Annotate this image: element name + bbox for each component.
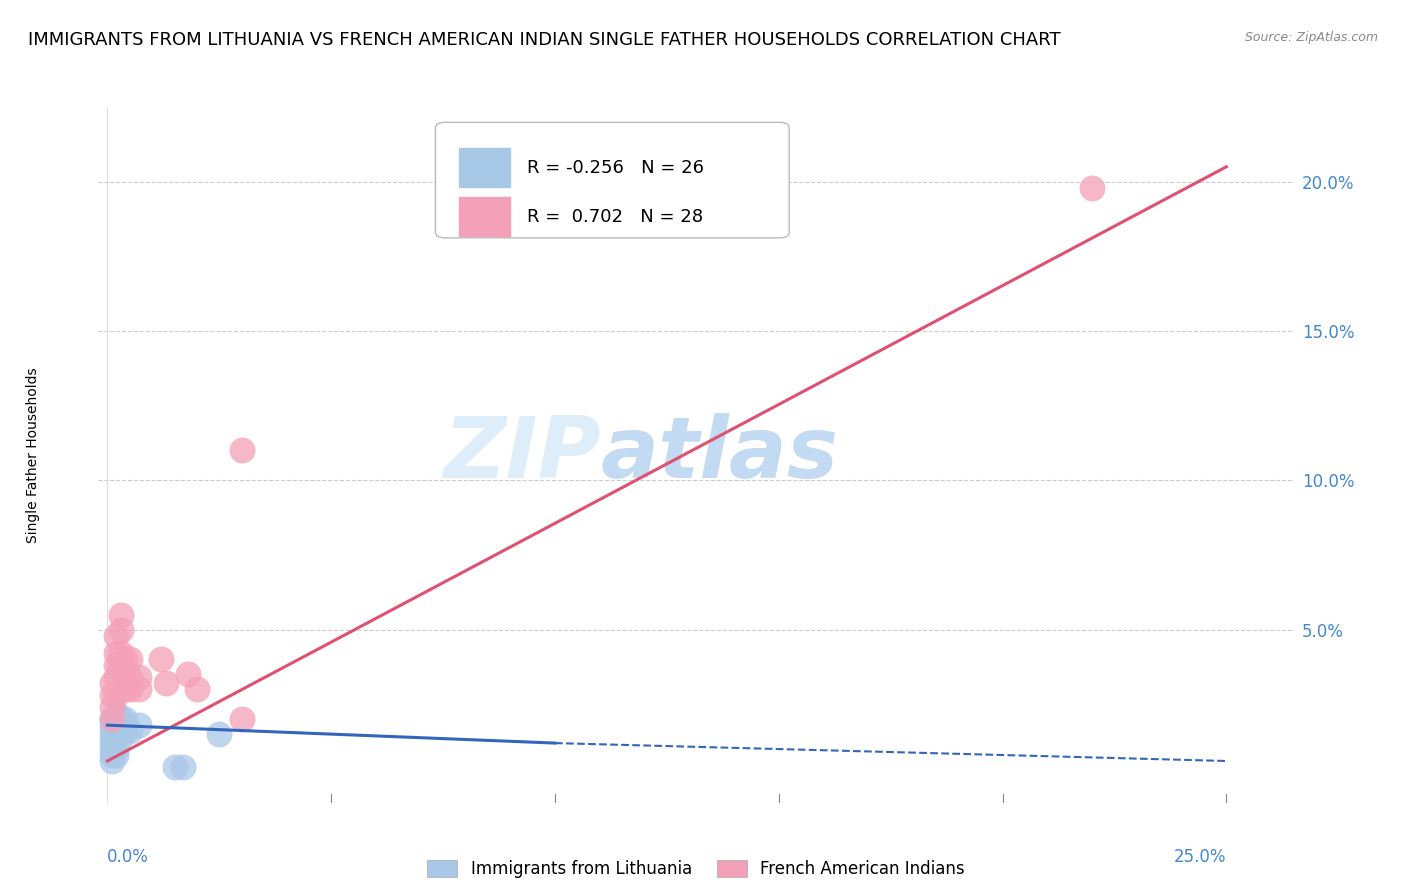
Point bbox=[114, 712, 136, 726]
Point bbox=[105, 658, 128, 673]
Point bbox=[101, 688, 124, 702]
Text: 25.0%: 25.0% bbox=[1174, 847, 1226, 865]
Point bbox=[101, 736, 124, 750]
Text: Source: ZipAtlas.com: Source: ZipAtlas.com bbox=[1244, 31, 1378, 45]
Point bbox=[110, 730, 132, 744]
Point bbox=[101, 718, 124, 732]
Point bbox=[101, 724, 124, 739]
Point bbox=[105, 706, 128, 721]
Point bbox=[105, 747, 128, 762]
FancyBboxPatch shape bbox=[460, 148, 509, 186]
Point bbox=[105, 742, 128, 756]
Text: R =  0.702   N = 28: R = 0.702 N = 28 bbox=[527, 208, 703, 226]
Point bbox=[110, 712, 132, 726]
Point bbox=[118, 724, 141, 739]
Point bbox=[177, 667, 200, 681]
Point bbox=[101, 700, 124, 714]
Point bbox=[101, 742, 124, 756]
Point bbox=[110, 623, 132, 637]
Point bbox=[105, 670, 128, 684]
Point bbox=[150, 652, 173, 666]
Point bbox=[101, 730, 124, 744]
Point bbox=[101, 747, 124, 762]
FancyBboxPatch shape bbox=[436, 122, 789, 238]
Text: Single Father Households: Single Father Households bbox=[25, 368, 39, 542]
Point bbox=[110, 647, 132, 661]
Point bbox=[172, 760, 194, 774]
Point bbox=[110, 607, 132, 622]
Point bbox=[163, 760, 186, 774]
Point bbox=[128, 670, 150, 684]
Point bbox=[110, 718, 132, 732]
Text: IMMIGRANTS FROM LITHUANIA VS FRENCH AMERICAN INDIAN SINGLE FATHER HOUSEHOLDS COR: IMMIGRANTS FROM LITHUANIA VS FRENCH AMER… bbox=[28, 31, 1060, 49]
Point bbox=[105, 629, 128, 643]
Point bbox=[231, 443, 253, 458]
FancyBboxPatch shape bbox=[460, 197, 509, 235]
Point bbox=[110, 658, 132, 673]
Point bbox=[105, 718, 128, 732]
Point bbox=[101, 712, 124, 726]
Point bbox=[101, 754, 124, 768]
Point bbox=[105, 712, 128, 726]
Legend: Immigrants from Lithuania, French American Indians: Immigrants from Lithuania, French Americ… bbox=[420, 854, 972, 885]
Point bbox=[231, 712, 253, 726]
Point bbox=[128, 682, 150, 697]
Point bbox=[105, 688, 128, 702]
Point bbox=[208, 727, 231, 741]
Point bbox=[118, 652, 141, 666]
Text: ZIP: ZIP bbox=[443, 413, 600, 497]
Point bbox=[105, 730, 128, 744]
Point bbox=[114, 652, 136, 666]
Point bbox=[101, 676, 124, 690]
Point bbox=[118, 682, 141, 697]
Text: 0.0%: 0.0% bbox=[107, 847, 149, 865]
Text: R = -0.256   N = 26: R = -0.256 N = 26 bbox=[527, 159, 704, 177]
Text: atlas: atlas bbox=[600, 413, 838, 497]
Point bbox=[105, 647, 128, 661]
Point bbox=[110, 724, 132, 739]
Point bbox=[114, 724, 136, 739]
Point bbox=[114, 682, 136, 697]
Point bbox=[118, 670, 141, 684]
Point bbox=[105, 724, 128, 739]
Point bbox=[114, 667, 136, 681]
Point bbox=[1081, 180, 1104, 194]
Point bbox=[101, 712, 124, 726]
Point bbox=[128, 718, 150, 732]
Point bbox=[186, 682, 208, 697]
Point bbox=[155, 676, 177, 690]
